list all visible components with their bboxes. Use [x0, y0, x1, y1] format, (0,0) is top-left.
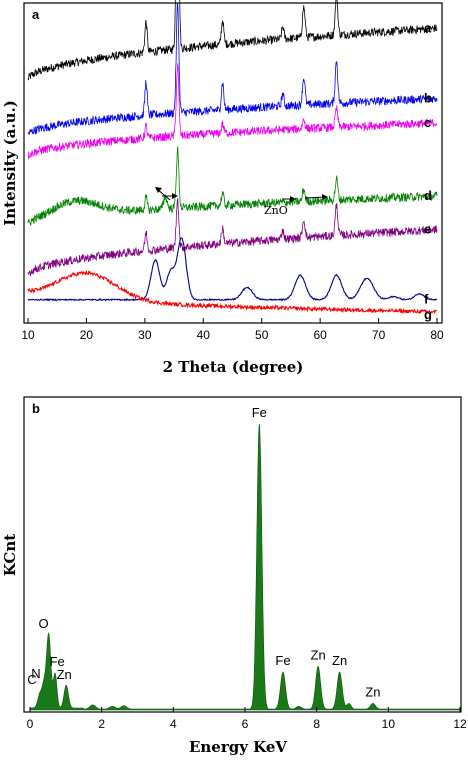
peak-label-zn: Zn [57, 667, 72, 682]
panel-b-y-title: KCnt [1, 534, 19, 576]
peak-label-zn: Zn [311, 647, 326, 662]
x-tick-label: 60 [313, 328, 327, 342]
peak-label-c: C [27, 672, 36, 687]
x-tick-label: 30 [138, 328, 152, 342]
xrd-series-c [27, 63, 438, 160]
panel-a-x-ticks: 10 20 30 40 50 60 70 80 [21, 318, 444, 342]
panel-a-y-title: Intensity (a.u.) [1, 100, 19, 226]
x-tick-label: 2 [98, 717, 105, 731]
panel-a-x-title: 2 Theta (degree) [163, 358, 304, 376]
zno-arrowhead-2 [172, 193, 178, 199]
panel-a-annotation: ZnO [155, 187, 328, 217]
x-tick-label: 20 [80, 328, 94, 342]
x-tick-label: 12 [453, 717, 467, 731]
series-label-a: a [424, 20, 432, 35]
series-label-d: d [424, 188, 432, 203]
x-tick-label: 80 [430, 328, 444, 342]
panel-b-x-ticks: 0 2 4 6 8 10 12 [27, 707, 467, 731]
series-label-b: b [424, 90, 432, 105]
xrd-series-e [27, 198, 438, 277]
panel-a-series-labels: a bc d e fg [424, 20, 432, 322]
peak-label-n: N [31, 666, 40, 681]
panel-a-label: a [32, 7, 40, 22]
panel-a-series [27, 0, 438, 315]
peak-label-fe: Fe [252, 405, 267, 420]
panel-b-frame [23, 396, 462, 713]
xrd-series-d [27, 146, 438, 226]
peak-label-fe: Fe [275, 653, 290, 668]
series-label-c: c [424, 115, 431, 130]
zno-arrowhead-4 [322, 194, 328, 200]
x-tick-label: 10 [382, 717, 396, 731]
x-tick-label: 50 [255, 328, 269, 342]
xrd-series-f [27, 237, 438, 302]
xrd-series-b [27, 2, 438, 135]
series-label-g: g [424, 307, 432, 322]
x-tick-label: 6 [242, 717, 249, 731]
zno-arrowhead-1 [155, 187, 162, 193]
panel-a: a a bc d e fg 10 20 30 40 50 60 70 80 ZnO 2 Theta (… [1, 0, 444, 376]
series-label-e: e [424, 222, 431, 237]
xrd-series-a [27, 0, 438, 81]
xrd-series-g [27, 269, 438, 315]
x-tick-label: 70 [372, 328, 386, 342]
peak-label-o: O [39, 616, 49, 631]
zno-annotation: ZnO [264, 204, 288, 217]
series-label-f: f [424, 292, 429, 307]
panel-a-frame [23, 2, 443, 324]
x-tick-label: 0 [27, 717, 34, 731]
zno-arrowhead-3 [290, 196, 296, 202]
peak-label-zn: Zn [332, 653, 347, 668]
peak-label-fe: Fe [50, 654, 65, 669]
x-tick-label: 8 [313, 717, 320, 731]
eds-spectrum-area [29, 424, 461, 711]
peak-label-zn: Zn [365, 684, 380, 699]
x-tick-label: 4 [170, 717, 177, 731]
panel-b-label: b [32, 401, 40, 416]
x-tick-label: 40 [197, 328, 211, 342]
x-tick-label: 10 [21, 328, 35, 342]
panel-b-x-title: Energy KeV [189, 738, 287, 756]
